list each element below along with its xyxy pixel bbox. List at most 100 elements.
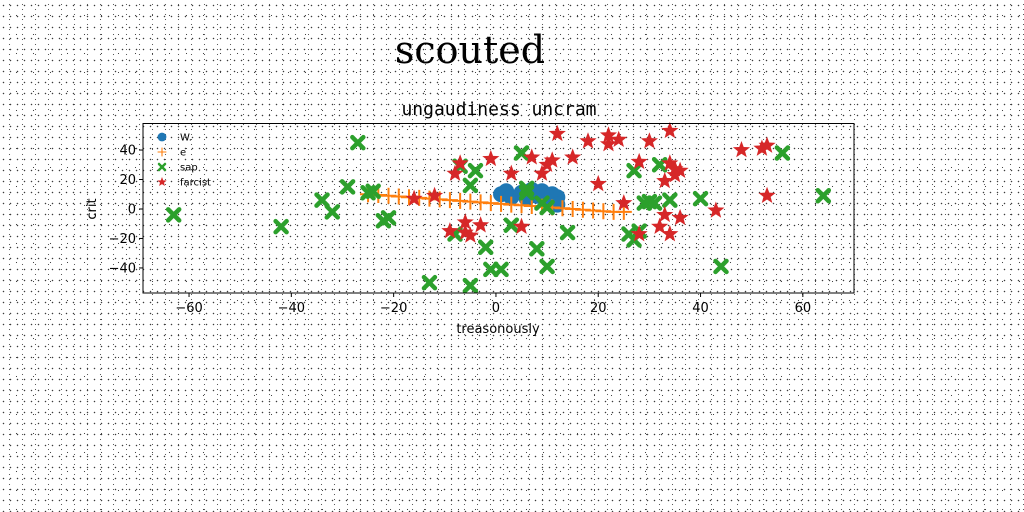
data-point [503, 217, 520, 233]
data-point [477, 239, 494, 256]
chart-title: ungaudiness uncram [401, 99, 596, 120]
x-tick-label: −20 [380, 301, 407, 316]
series-farcist [405, 121, 776, 243]
data-point [426, 186, 444, 203]
data-point [599, 135, 618, 152]
data-point [815, 187, 832, 204]
data-point [548, 124, 566, 142]
data-point [456, 213, 474, 230]
data-point [314, 192, 330, 208]
y-tick-label: 0 [128, 202, 136, 217]
y-tick-label: −40 [109, 261, 136, 276]
data-point [661, 121, 679, 139]
data-point [671, 208, 689, 226]
data-point [626, 162, 642, 179]
x-tick-label: 40 [692, 301, 709, 316]
legend-item: sap [157, 162, 198, 174]
data-point [513, 145, 530, 161]
y-tick-label: 20 [119, 173, 136, 188]
data-point [324, 204, 341, 220]
legend: W. e sap farcist [157, 133, 211, 189]
x-axis-label: treasonously [456, 322, 540, 337]
data-point [421, 274, 438, 291]
data-point [758, 136, 776, 153]
data-point [523, 148, 541, 165]
data-point [467, 162, 484, 179]
data-point [539, 258, 555, 275]
data-point [610, 130, 628, 147]
legend-marker [157, 147, 167, 157]
data-point [451, 154, 469, 171]
data-point [646, 195, 663, 211]
data-point [446, 164, 464, 181]
data-point [640, 132, 658, 149]
legend-item: W. [157, 132, 192, 144]
data-point [538, 155, 556, 173]
data-point [441, 222, 459, 239]
data-point [671, 161, 689, 178]
legend-label: W. [180, 133, 192, 144]
legend-label: e [180, 148, 186, 159]
x-tick-label: −60 [175, 301, 202, 316]
data-point [656, 171, 674, 189]
x-tick-label: 20 [590, 301, 607, 316]
data-point [462, 277, 479, 294]
data-point [753, 139, 771, 156]
legend-marker [157, 132, 167, 142]
data-point [666, 166, 684, 183]
data-point [559, 224, 576, 241]
data-point [502, 164, 520, 181]
data-point [380, 210, 397, 226]
data-point [339, 179, 356, 195]
series-sap [165, 134, 832, 294]
data-point [482, 149, 500, 167]
data-point [462, 177, 479, 194]
data-point [661, 225, 679, 242]
x-tick-label: 0 [492, 301, 500, 316]
data-point [456, 223, 474, 240]
data-point [713, 258, 729, 275]
data-point [564, 148, 582, 165]
x-axis: −60 −40 −20 0 20 40 60 [175, 293, 811, 316]
data-point [529, 241, 545, 257]
data-point [630, 152, 648, 170]
data-point [630, 225, 648, 242]
data-point [707, 201, 725, 218]
data-point [774, 145, 791, 161]
data-point [165, 207, 182, 223]
data-point [662, 192, 678, 208]
data-point [273, 218, 289, 235]
legend-marker [157, 177, 167, 186]
legend-label: sap [180, 163, 198, 174]
data-point [539, 199, 555, 216]
data-point [589, 174, 607, 192]
x-tick-label: −40 [278, 301, 305, 316]
data-point [661, 154, 679, 171]
data-point [615, 194, 633, 211]
data-point [579, 132, 597, 149]
legend-item: e [157, 147, 186, 159]
data-point [365, 183, 381, 200]
data-point [518, 185, 535, 201]
data-point [493, 261, 509, 278]
data-point [599, 126, 618, 143]
legend-item: farcist [157, 177, 211, 189]
y-tick-label: 40 [119, 144, 136, 159]
chart-marks [165, 121, 832, 294]
data-point [651, 217, 669, 234]
data-point [350, 134, 366, 151]
data-point [461, 226, 479, 243]
legend-label: farcist [180, 178, 211, 189]
data-point [692, 190, 709, 207]
figure-suptitle: scouted [394, 28, 546, 72]
y-axis-label: crit [85, 198, 100, 219]
data-point [758, 186, 776, 203]
data-point [543, 151, 561, 168]
data-point [732, 141, 751, 158]
data-point [472, 216, 490, 233]
data-point [533, 164, 551, 181]
plot-frame [142, 123, 855, 294]
data-point [656, 205, 674, 223]
legend-marker [157, 162, 167, 172]
